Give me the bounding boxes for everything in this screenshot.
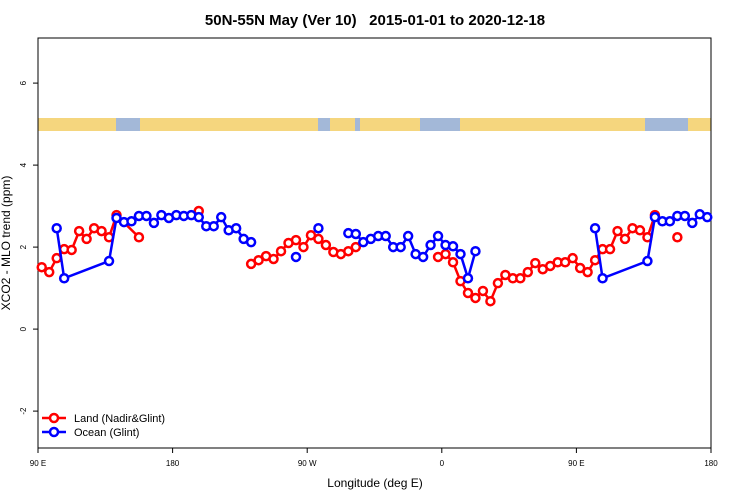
data-point [133,232,145,243]
plot-frame [37,37,712,449]
data-point [477,285,489,297]
data-point [193,211,205,223]
data-point [619,233,631,245]
data-point [111,212,122,224]
data-point [230,222,242,234]
data-point [589,222,601,234]
data-point [81,233,92,245]
y-tick-label: 4 [19,162,28,167]
data-point [313,222,324,234]
data-point [664,216,676,227]
data-point [462,273,474,284]
data-point [245,236,257,248]
data-point [492,277,504,289]
data-point [208,220,219,232]
y-tick-label: -2 [19,407,28,415]
data-point [313,233,324,245]
data-point [679,210,691,222]
data-point [380,230,391,242]
data-point [702,211,713,223]
y-axis-label: XCO2 - MLO trend (ppm) [0,176,13,311]
data-point [343,245,354,257]
y-tick-label: 0 [19,326,28,331]
data-point [455,248,466,260]
data-point [298,241,309,253]
data-point [604,243,616,255]
x-tick-label: 0 [440,459,445,468]
data-point [559,257,571,268]
data-point [425,239,436,251]
data-point [350,241,362,253]
data-point [582,266,593,278]
data-point [447,241,459,252]
data-point [649,211,661,223]
data-point [103,255,115,267]
data-point [612,225,623,237]
data-point [634,225,646,236]
data-point [530,257,541,269]
data-point [66,244,77,256]
x-tick-label: 90 E [568,459,584,468]
legend-marker [48,412,60,424]
data-point [73,225,85,237]
series-line [42,215,678,301]
data-point [522,266,534,278]
data-point [148,217,160,229]
y-tick-label: 2 [19,244,28,249]
x-tick-label: 180 [704,459,718,468]
data-point [687,217,698,229]
land-ocean-strip [38,118,711,131]
data-point [574,262,586,274]
data-point [470,292,481,304]
data-point [567,252,578,264]
legend-label: Ocean (Glint) [74,427,139,439]
data-point [350,228,362,240]
data-point [43,266,55,278]
data-point [290,251,302,263]
data-point [485,295,496,307]
x-tick-label: 180 [166,459,180,468]
data-point [672,232,683,243]
x-tick-label: 90 W [298,459,317,468]
data-point [417,251,429,263]
data-point [597,273,608,284]
data-point [215,211,227,223]
legend-marker [48,426,60,438]
data-point [642,255,653,267]
data-point [58,273,70,284]
data-point [290,234,302,246]
x-axis-label: Longitude (deg E) [327,476,422,490]
chart-title: 50N-55N May (Ver 10) 2015-01-01 to 2020-… [205,12,545,29]
data-point [515,273,526,284]
x-tick-label: 90 E [30,459,46,468]
data-point [253,254,264,266]
data-point [275,245,287,257]
data-point [589,254,601,266]
data-point [447,257,459,268]
data-point [462,287,474,299]
data-point [440,248,451,260]
data-point [51,222,62,234]
data-point [320,239,332,251]
data-point [36,261,47,273]
y-tick-label: 6 [19,80,28,85]
legend-label: Land (Nadir&Glint) [74,413,165,425]
data-point [395,241,406,253]
data-point [126,216,137,227]
data-point [432,230,444,242]
data-point [470,245,481,257]
data-point [268,253,279,265]
data-point [141,210,152,222]
data-point [402,230,414,242]
data-point [96,225,107,237]
